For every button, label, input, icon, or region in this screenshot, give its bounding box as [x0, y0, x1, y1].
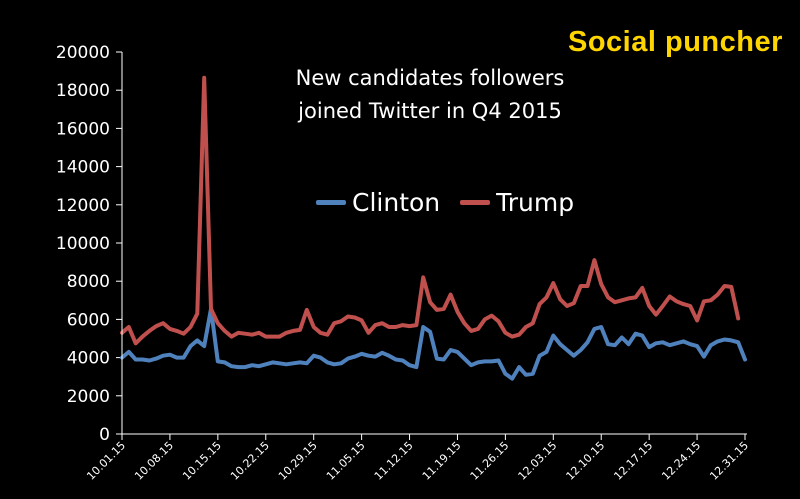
x-tick-label: 10.08.15 [132, 439, 176, 483]
x-axis-ticks [121, 434, 746, 440]
legend-item-trump: Trump [460, 188, 574, 217]
y-tick-label: 0 [99, 425, 110, 445]
y-tick-label: 20000 [56, 43, 110, 63]
x-tick-label: 12.10.15 [564, 439, 608, 483]
y-tick-label: 4000 [67, 349, 110, 369]
series-line-trump [120, 75, 741, 346]
y-tick-label: 8000 [67, 272, 110, 292]
chart-title-line-1: New candidates followers [295, 66, 565, 90]
y-tick-label: 16000 [56, 119, 110, 139]
y-tick-label: 6000 [67, 310, 110, 330]
x-tick-label: 11.19.15 [420, 439, 464, 483]
legend-label-clinton: Clinton [352, 188, 441, 217]
x-tick-label: 11.26.15 [468, 439, 512, 483]
y-axis-ticks [116, 51, 122, 435]
x-tick-label: 12.03.15 [516, 439, 560, 483]
y-tick-label: 10000 [56, 234, 110, 254]
x-tick-label: 12.31.15 [707, 439, 751, 483]
chart-title: New candidates followers joined Twitter … [250, 62, 610, 128]
legend-label-trump: Trump [496, 188, 575, 217]
legend-item-clinton: Clinton [316, 188, 440, 217]
x-tick-label: 11.12.15 [372, 439, 416, 483]
x-tick-label: 12.17.15 [611, 439, 655, 483]
social-puncher-logo: Social puncher [568, 26, 783, 58]
chart-title-line-2: joined Twitter in Q4 2015 [298, 99, 562, 123]
y-axis-labels: 0 2000 4000 6000 8000 10000 12000 14000 16000 180… [56, 43, 110, 445]
series-line-clinton [120, 306, 747, 381]
y-tick-label: 14000 [56, 158, 110, 178]
legend-swatch-clinton [316, 200, 346, 205]
legend-swatch-trump [460, 200, 491, 205]
x-tick-label: 10.29.15 [276, 439, 320, 483]
y-tick-label: 12000 [56, 196, 110, 216]
x-tick-label: 12.24.15 [659, 439, 703, 483]
x-tick-label: 11.05.15 [324, 439, 368, 483]
series-lines [120, 75, 747, 381]
y-tick-label: 2000 [67, 387, 110, 407]
x-axis-labels: 10.01.15 10.08.15 10.15.15 10.22.15 10.29.15… [84, 439, 751, 483]
chart-legend: Clinton Trump [316, 188, 594, 217]
y-tick-label: 18000 [56, 81, 110, 101]
x-tick-label: 10.15.15 [180, 439, 224, 483]
x-tick-label: 10.01.15 [84, 439, 128, 483]
x-tick-label: 10.22.15 [228, 439, 272, 483]
